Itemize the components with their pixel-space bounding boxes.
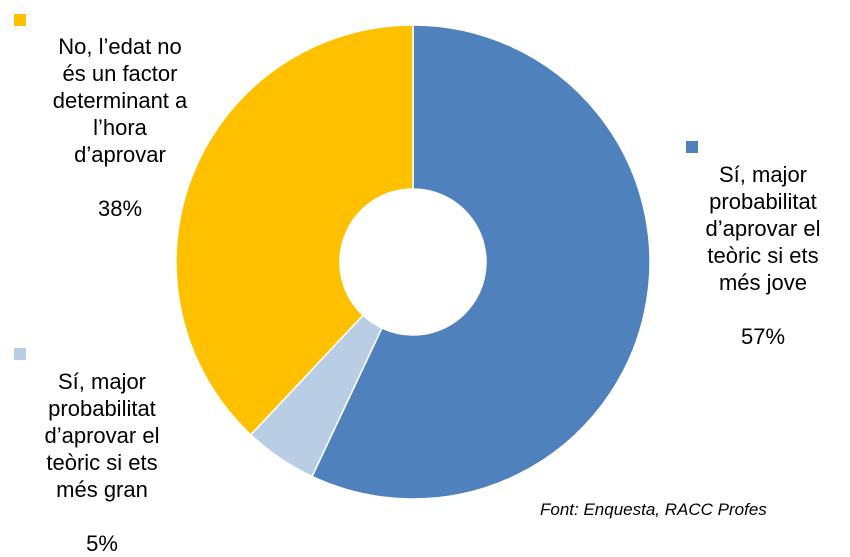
source-note: Font: Enquesta, RACC Profes xyxy=(540,500,767,519)
slice-label-no: No, l’edat no és un factor determinant a… xyxy=(52,34,188,221)
slice-label-sí-més-gran: Sí, major probabilitat d’aprovar el teòr… xyxy=(44,369,160,556)
slice-label-sí-més-jove: Sí, major probabilitat d’aprovar el teòr… xyxy=(705,162,821,349)
slice-marker-sí-més-jove xyxy=(686,141,698,153)
slice-marker-no xyxy=(14,14,26,26)
donut-slice-3 xyxy=(175,24,414,436)
slice-marker-sí-més-gran xyxy=(14,348,26,360)
donut-slice-1 xyxy=(311,24,651,500)
donut-chart xyxy=(175,24,651,500)
